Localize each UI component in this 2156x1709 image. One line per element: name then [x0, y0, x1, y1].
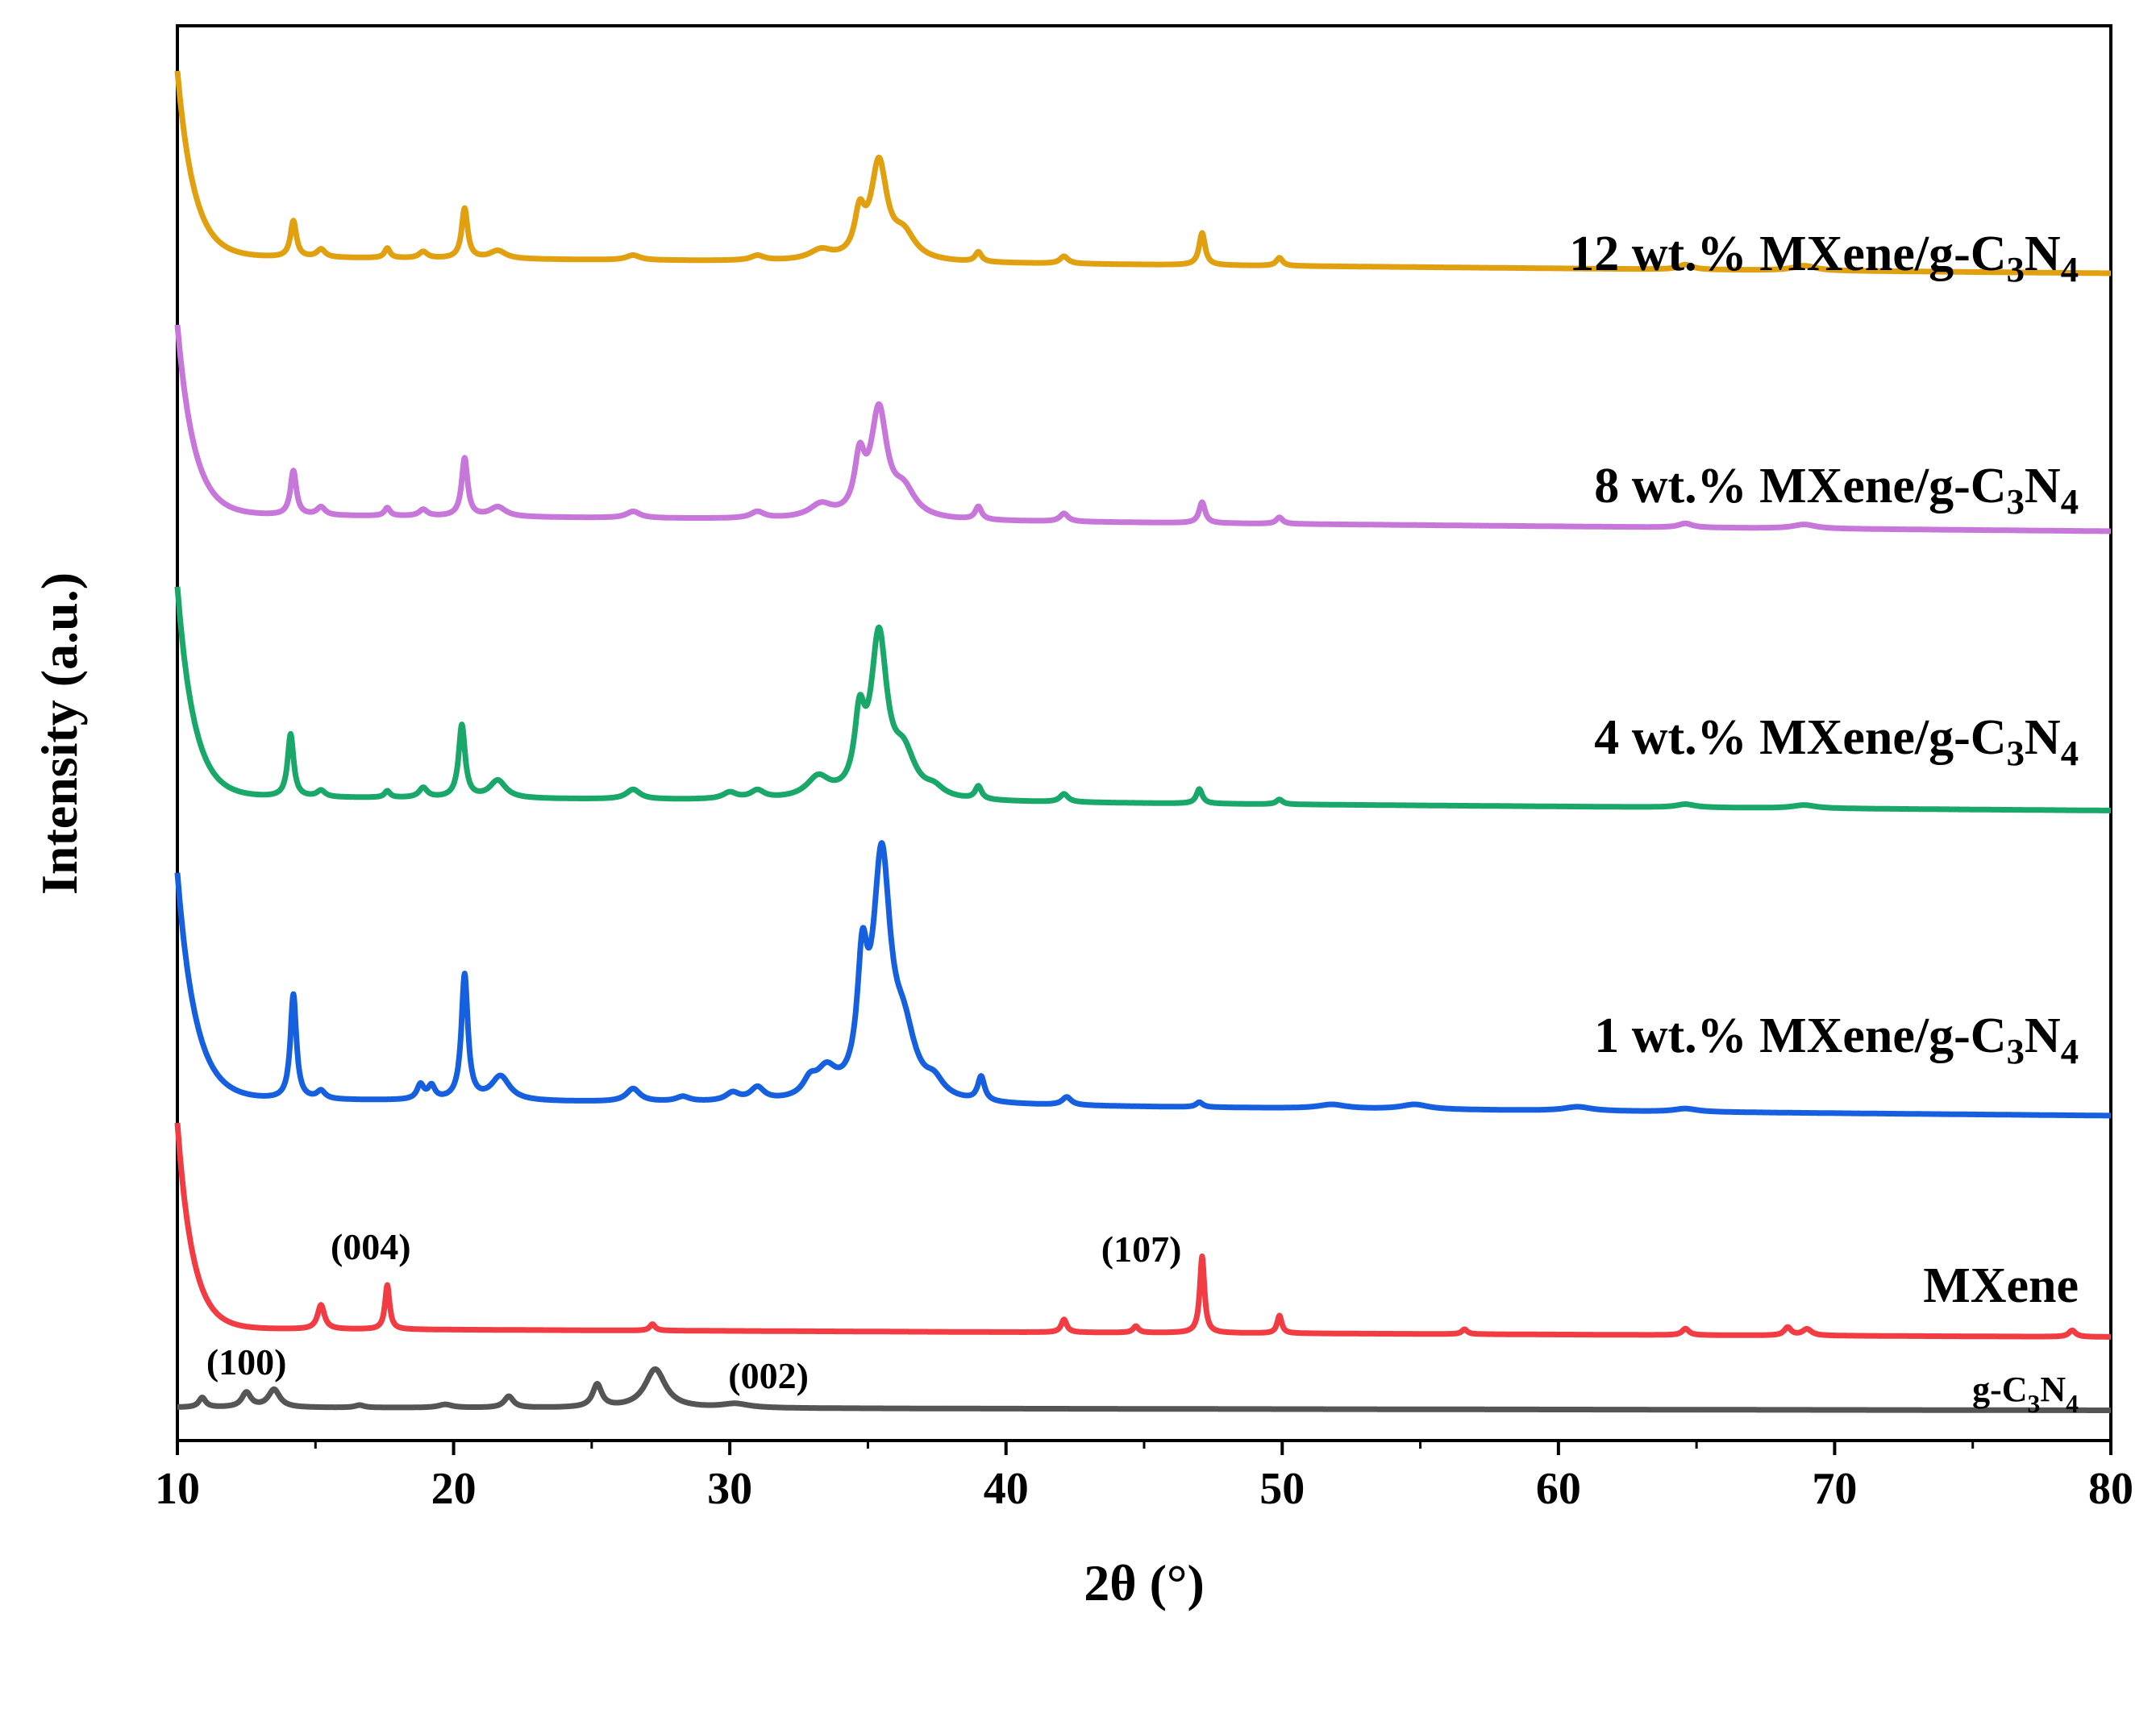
- series-label-0: 12 wt.% MXene/g-C3N4: [1569, 227, 2079, 289]
- series-label-4: MXene: [1923, 1258, 2079, 1313]
- series-line-3: [174, 840, 2113, 1119]
- x-axis-title: 2θ (°): [1084, 1554, 1205, 1611]
- series-line-2: [174, 586, 2113, 813]
- series-labels-group: 12 wt.% MXene/g-C3N4 8 wt.% MXene/g-C3N4 4…: [1569, 227, 2079, 1418]
- annotation-1: (002): [728, 1355, 809, 1396]
- series-label-1: 8 wt.% MXene/g-C3N4: [1594, 459, 2079, 522]
- x-ticks-group: 10 20 30 40 50 60 70 80: [155, 1441, 2133, 1514]
- x-tick-label-7: 80: [2088, 1464, 2133, 1514]
- series-line-1: [174, 324, 2113, 534]
- x-tick-label-1: 20: [431, 1464, 477, 1514]
- annotation-0: (100): [206, 1341, 287, 1383]
- annotation-2: (004): [331, 1226, 411, 1267]
- series-label-5: g-C3N4: [1972, 1370, 2079, 1418]
- y-axis-title: Intensity (a.u.): [31, 572, 88, 895]
- series-line-5: [175, 1366, 2113, 1413]
- annotations-group: (100) (002) (004) (107): [206, 1226, 1182, 1396]
- series-label-2: 4 wt.% MXene/g-C3N4: [1594, 710, 2079, 773]
- x-tick-label-4: 50: [1259, 1464, 1305, 1514]
- series-line-4: [174, 1122, 2113, 1340]
- x-tick-label-2: 30: [707, 1464, 752, 1514]
- curves-group: [174, 70, 2113, 1413]
- x-tick-label-0: 10: [155, 1464, 200, 1514]
- x-tick-label-5: 60: [1536, 1464, 1581, 1514]
- series-label-3: 1 wt.% MXene/g-C3N4: [1594, 1008, 2079, 1071]
- x-tick-label-6: 70: [1812, 1464, 1857, 1514]
- annotation-3: (107): [1101, 1229, 1182, 1270]
- x-tick-label-3: 40: [984, 1464, 1029, 1514]
- series-line-0: [174, 70, 2113, 277]
